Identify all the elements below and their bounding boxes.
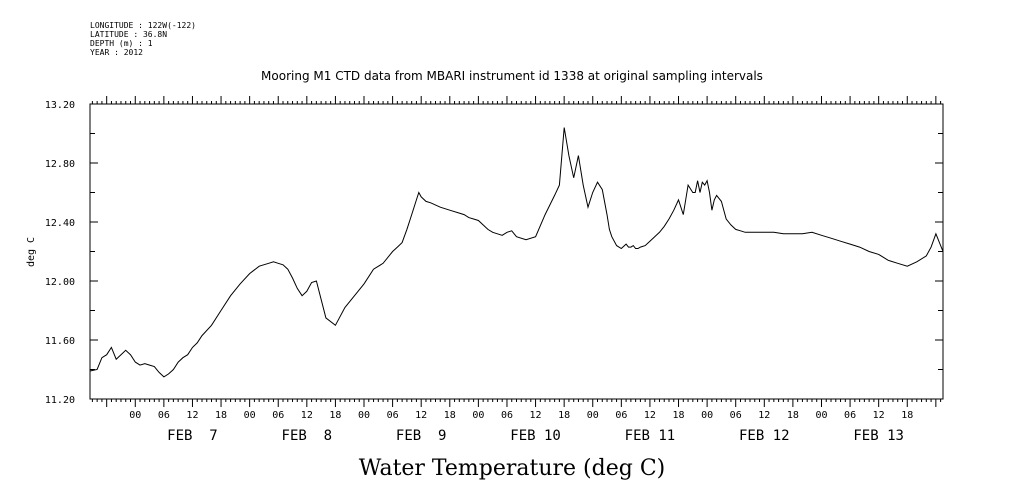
x-tick-label: 12 xyxy=(644,410,656,421)
y-tick-label: 12.00 xyxy=(45,277,75,288)
x-tick-label: 12 xyxy=(186,410,198,421)
x-tick-label: 06 xyxy=(615,410,627,421)
x-tick-label: 00 xyxy=(129,410,141,421)
x-axis-title: Water Temperature (deg C) xyxy=(359,456,666,481)
y-tick-label: 12.80 xyxy=(45,159,75,170)
plot-frame xyxy=(89,103,944,400)
x-tick-label: 12 xyxy=(873,410,885,421)
x-tick-label: 06 xyxy=(730,410,742,421)
year-label: YEAR : 2012 xyxy=(90,48,143,57)
metadata-block: LONGITUDE : 122W(-122) LATITUDE : 36.8N … xyxy=(90,21,196,57)
x-tick-label: 00 xyxy=(587,410,599,421)
x-day-label: FEB 7 xyxy=(167,428,218,444)
x-day-label: FEB 13 xyxy=(853,428,904,444)
x-tick-label: 18 xyxy=(215,410,227,421)
x-tick-label: 00 xyxy=(701,410,713,421)
chart-title: Mooring M1 CTD data from MBARI instrumen… xyxy=(261,69,763,83)
x-tick-label: 00 xyxy=(472,410,484,421)
x-day-label: FEB 12 xyxy=(739,428,790,444)
x-tick-label: 12 xyxy=(530,410,542,421)
x-tick-label: 06 xyxy=(158,410,170,421)
x-tick-label: 00 xyxy=(815,410,827,421)
x-tick-label: 18 xyxy=(672,410,684,421)
depth-label: DEPTH (m) : 1 xyxy=(90,39,153,48)
x-tick-label: 18 xyxy=(901,410,913,421)
x-tick-label: 12 xyxy=(758,410,770,421)
x-tick-label: 06 xyxy=(844,410,856,421)
longitude-label: LONGITUDE : 122W(-122) xyxy=(90,21,196,30)
x-tick-label: 06 xyxy=(501,410,513,421)
y-tick-label: 13.20 xyxy=(45,100,75,111)
y-tick-label: 11.60 xyxy=(45,336,75,347)
y-tick-label: 12.40 xyxy=(45,218,75,229)
x-day-label: FEB 11 xyxy=(625,428,676,444)
x-day-label: FEB 10 xyxy=(510,428,561,444)
x-tick-label: 12 xyxy=(301,410,313,421)
x-tick-label: 18 xyxy=(329,410,341,421)
y-axis-label: deg C xyxy=(26,237,37,267)
x-day-label: FEB 8 xyxy=(282,428,333,444)
x-tick-label: 18 xyxy=(558,410,570,421)
x-tick-label: 18 xyxy=(787,410,799,421)
x-tick-label: 00 xyxy=(358,410,370,421)
latitude-label: LATITUDE : 36.8N xyxy=(90,30,168,39)
series-line-water-temperature xyxy=(89,127,944,378)
x-tick-label: 12 xyxy=(415,410,427,421)
x-tick-label: 00 xyxy=(244,410,256,421)
y-tick-label: 11.20 xyxy=(45,395,75,406)
x-axis: 00 06 12 18 00 06 12 18 00 06 12 18 00 06 12 18 00 06 12 18… xyxy=(91,96,942,444)
x-tick-label: 06 xyxy=(387,410,399,421)
x-tick-label: 06 xyxy=(272,410,284,421)
x-day-label: FEB 9 xyxy=(396,428,447,444)
x-tick-label: 18 xyxy=(444,410,456,421)
